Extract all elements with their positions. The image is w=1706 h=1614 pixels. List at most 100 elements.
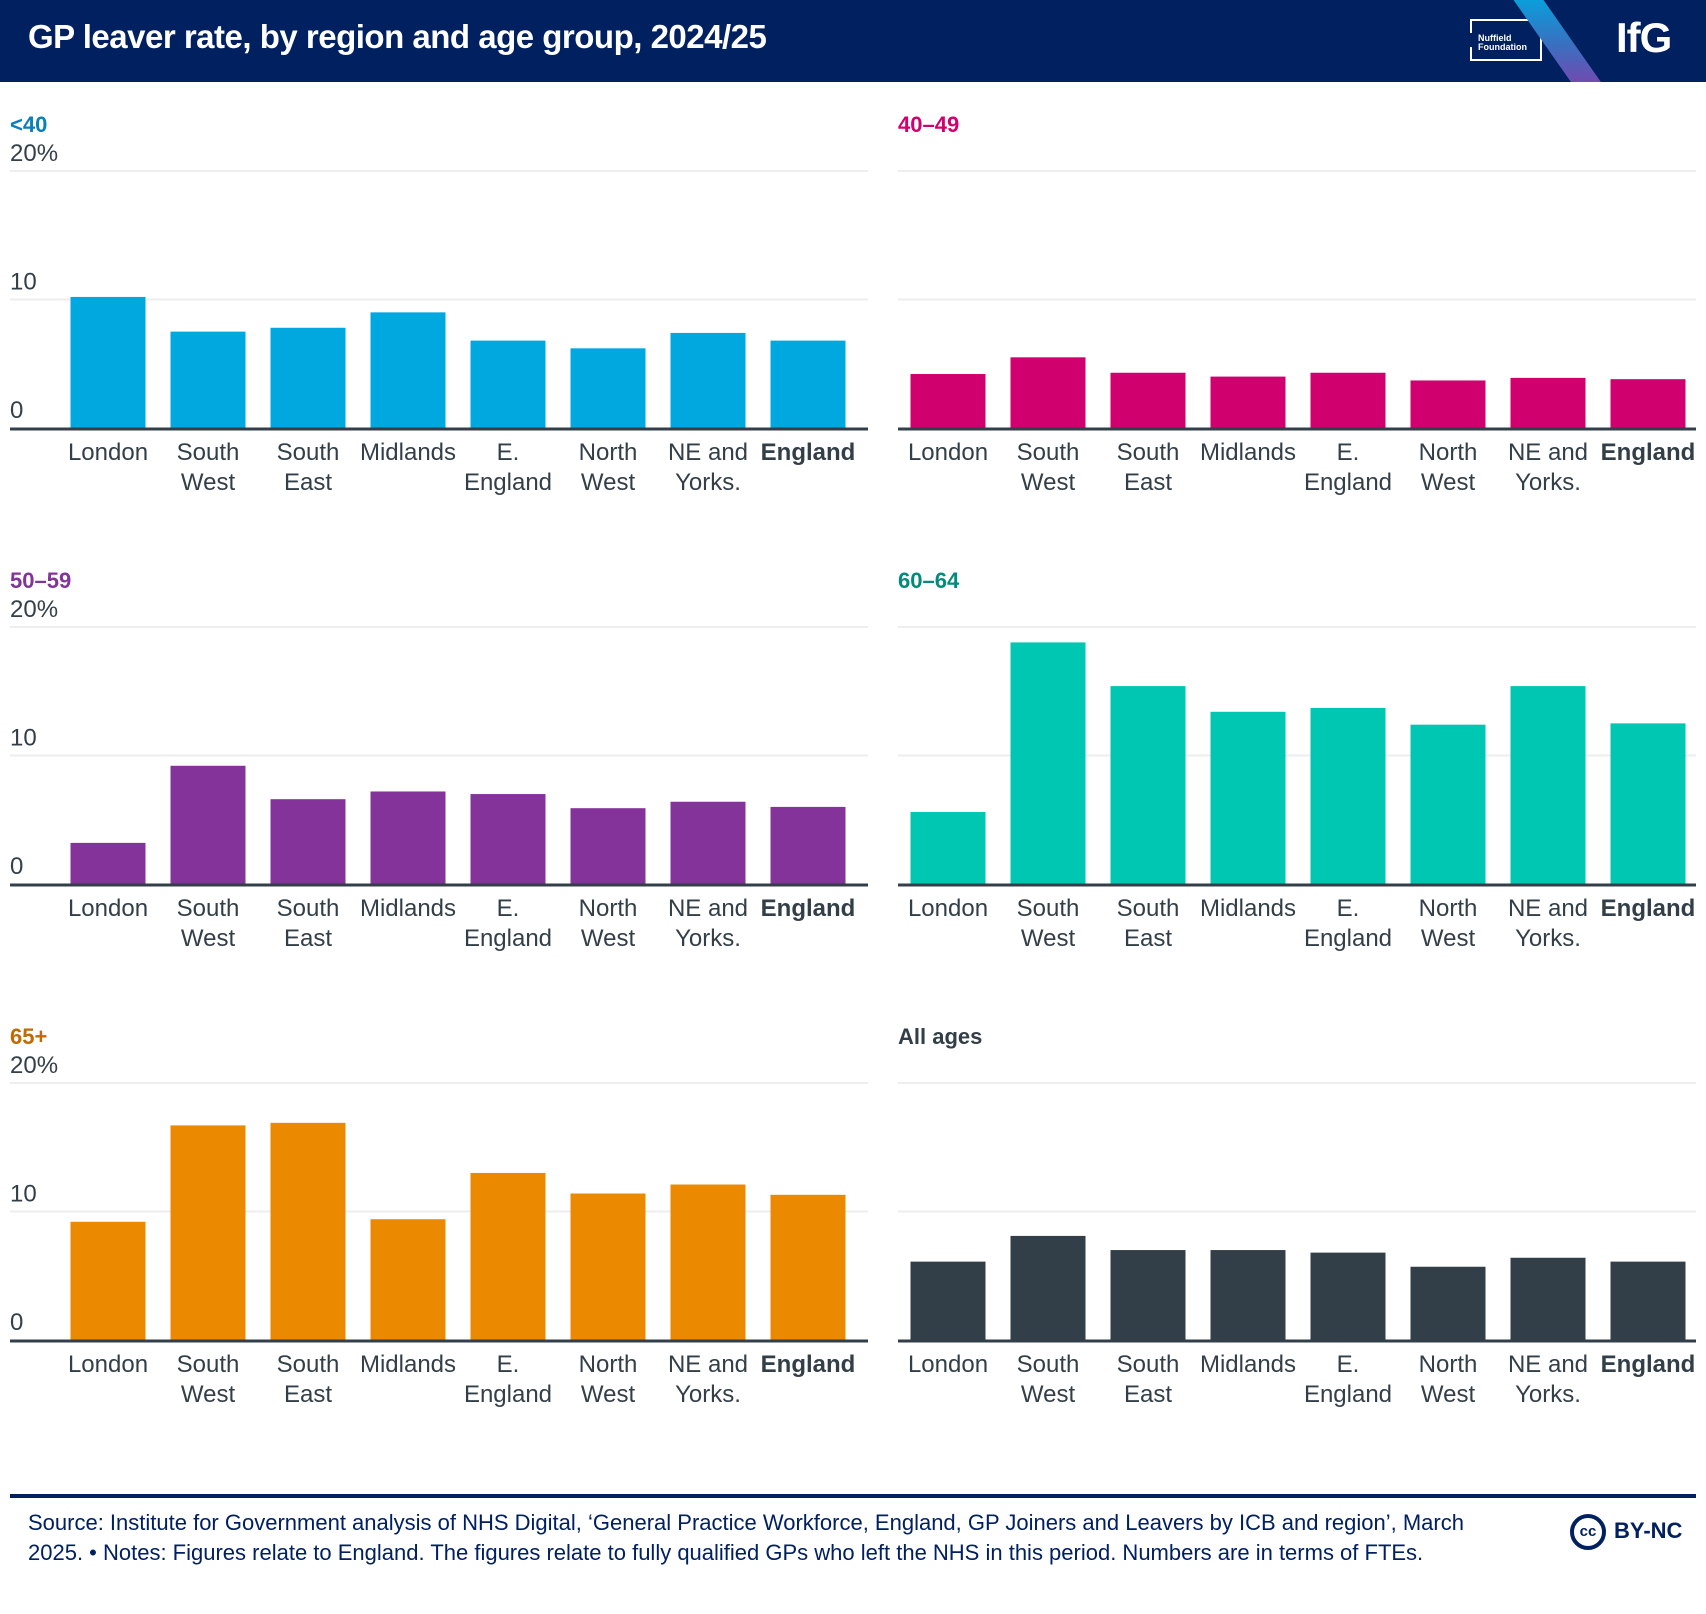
bar <box>270 327 346 428</box>
y-tick-label: 20% <box>10 1052 58 1079</box>
x-tick-label: Yorks. <box>675 469 741 496</box>
y-tick-label: 0 <box>10 1309 23 1336</box>
bar <box>1210 711 1286 884</box>
x-tick-label: Yorks. <box>1515 1381 1581 1408</box>
x-tick-label: England <box>761 439 856 466</box>
x-tick-label: North <box>579 439 638 466</box>
x-tick-label: London <box>908 895 988 922</box>
panel-title: 50–59 <box>10 568 72 593</box>
ifg-logo: IfG <box>1616 14 1672 61</box>
bar <box>1610 723 1686 884</box>
x-tick-label: NE and <box>1508 1351 1588 1378</box>
bar <box>270 799 346 884</box>
y-tick-label: 0 <box>10 853 23 880</box>
x-tick-label: NE and <box>1508 439 1588 466</box>
x-tick-label: NE and <box>1508 895 1588 922</box>
panel-title: All ages <box>898 1024 983 1049</box>
x-tick-label: East <box>284 925 332 952</box>
x-tick-label: South <box>277 1351 340 1378</box>
chart-header: GP leaver rate, by region and age group,… <box>0 0 1706 82</box>
x-tick-label: East <box>1124 1381 1172 1408</box>
x-tick-label: South <box>1117 439 1180 466</box>
x-tick-label: E. <box>497 439 520 466</box>
creative-commons-icon: cc <box>1570 1514 1606 1550</box>
x-tick-label: Midlands <box>1200 1351 1296 1378</box>
bar <box>770 806 846 884</box>
x-tick-label: East <box>284 1381 332 1408</box>
x-tick-label: E. <box>1337 439 1360 466</box>
x-tick-label: North <box>1419 1351 1478 1378</box>
bar <box>770 340 846 428</box>
x-tick-label: England <box>761 895 856 922</box>
y-tick-label: 10 <box>10 269 37 296</box>
x-tick-label: England <box>464 925 552 952</box>
x-tick-label: Midlands <box>1200 895 1296 922</box>
x-tick-label: England <box>1304 925 1392 952</box>
x-tick-label: South <box>177 1351 240 1378</box>
panel-under-40: <40 0 10 20% London South West South East Midlan… <box>10 112 870 552</box>
x-tick-label: Midlands <box>360 895 456 922</box>
y-tick-label: 10 <box>10 1181 37 1208</box>
bar <box>370 1219 446 1340</box>
bar <box>670 332 746 428</box>
bar <box>470 1172 546 1340</box>
x-tick-label: South <box>177 439 240 466</box>
bar <box>910 812 986 884</box>
x-tick-label: East <box>1124 925 1172 952</box>
bar <box>910 1261 986 1340</box>
bar <box>1210 376 1286 428</box>
bar <box>1110 372 1186 428</box>
x-tick-label: South <box>177 895 240 922</box>
x-tick-label: Yorks. <box>675 1381 741 1408</box>
panel-all-ages: All ages London South West South East Midland… <box>898 1024 1706 1464</box>
x-tick-label: London <box>68 1351 148 1378</box>
panel-40-49: 40–49 London South West South East Midlands E.… <box>898 112 1706 552</box>
x-tick-label: West <box>181 469 236 496</box>
y-tick-label: 20% <box>10 140 58 167</box>
x-tick-label: Midlands <box>360 439 456 466</box>
x-tick-label: South <box>1017 1351 1080 1378</box>
bar-chart-50-59: 0 10 20% London South West South East Midlands E.… <box>10 596 868 952</box>
bar-chart-40-49: London South West South East Midlands E. Englan… <box>898 170 1696 496</box>
x-tick-label: London <box>908 1351 988 1378</box>
x-tick-label: West <box>581 469 636 496</box>
panel-title: 60–64 <box>898 568 960 593</box>
bar-chart-all-ages: London South West South East Midlands E. Englan… <box>898 1082 1696 1408</box>
x-tick-label: North <box>579 895 638 922</box>
x-tick-label: West <box>1021 469 1076 496</box>
panel-title: <40 <box>10 112 48 137</box>
x-tick-label: London <box>68 439 148 466</box>
bar <box>1010 357 1086 428</box>
x-tick-label: South <box>1117 895 1180 922</box>
x-tick-label: Yorks. <box>1515 469 1581 496</box>
bar-chart-under-40: 0 10 20% London South West South East Midlands E.… <box>10 140 868 496</box>
x-tick-label: NE and <box>668 895 748 922</box>
bar <box>1110 686 1186 884</box>
bar <box>1310 707 1386 884</box>
license-label: BY-NC <box>1614 1518 1683 1543</box>
x-tick-label: E. <box>497 1351 520 1378</box>
bar <box>270 1122 346 1340</box>
y-tick-label: 0 <box>10 397 23 424</box>
chart-title: GP leaver rate, by region and age group,… <box>28 18 767 55</box>
x-tick-label: West <box>1421 1381 1476 1408</box>
nuffield-logo-text: Nuffield Foundation <box>1478 33 1527 52</box>
x-tick-label: West <box>1421 469 1476 496</box>
x-tick-label: England <box>464 469 552 496</box>
y-tick-label: 10 <box>10 725 37 752</box>
x-tick-label: West <box>1021 925 1076 952</box>
x-tick-label: NE and <box>668 1351 748 1378</box>
bar <box>1010 1235 1086 1340</box>
x-tick-label: London <box>68 895 148 922</box>
x-tick-label: Midlands <box>360 1351 456 1378</box>
x-tick-label: West <box>581 925 636 952</box>
x-tick-label: East <box>1124 469 1172 496</box>
source-notes: Source: Institute for Government analysi… <box>28 1510 1464 1565</box>
x-tick-label: England <box>1304 469 1392 496</box>
panel-title: 65+ <box>10 1024 48 1049</box>
bar <box>1510 1257 1586 1340</box>
x-tick-label: England <box>1601 895 1696 922</box>
x-tick-label: West <box>581 1381 636 1408</box>
bar <box>1610 1261 1686 1340</box>
x-tick-label: South <box>1017 895 1080 922</box>
